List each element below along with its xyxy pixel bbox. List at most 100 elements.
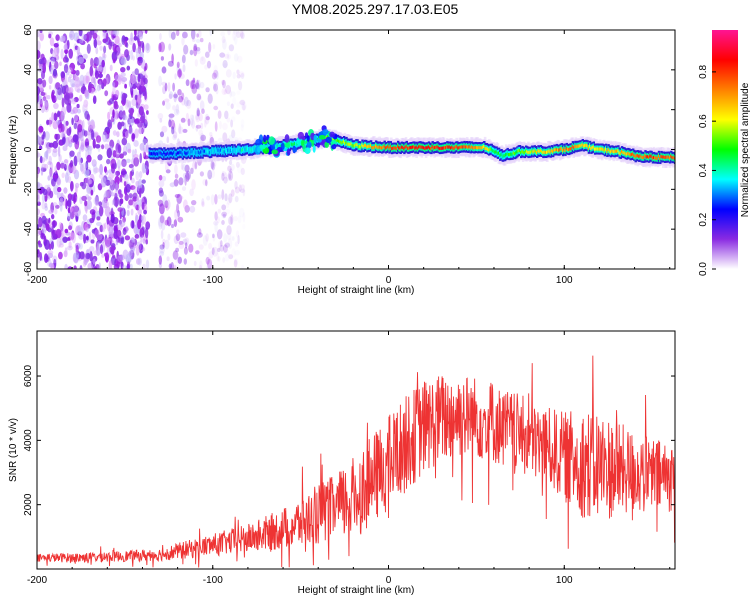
noise-speckle [228, 254, 234, 260]
noise-speckle [49, 67, 54, 75]
noise-speckle [49, 37, 55, 47]
noise-speckle [79, 265, 83, 269]
noise-speckle [40, 166, 44, 176]
noise-speckle [108, 225, 114, 236]
track-core [203, 149, 207, 153]
noise-speckle [233, 216, 238, 222]
noise-speckle [83, 233, 87, 244]
noise-speckle [169, 182, 176, 188]
noise-speckle [239, 207, 245, 218]
noise-speckle [114, 175, 120, 186]
noise-speckle [108, 173, 114, 180]
noise-speckle [109, 98, 114, 105]
track-core [436, 145, 439, 149]
noise-speckle [228, 216, 233, 226]
noise-speckle [137, 257, 142, 266]
track-blob [302, 136, 306, 141]
noise-speckle [228, 44, 235, 52]
noise-speckle [240, 32, 245, 40]
noise-speckle [138, 127, 143, 135]
track-blob [257, 146, 261, 153]
noise-speckle [56, 237, 62, 248]
noise-speckle [179, 73, 185, 79]
noise-speckle [97, 235, 104, 240]
noise-speckle [47, 175, 52, 180]
noise-speckle [48, 155, 52, 165]
noise-speckle [181, 98, 186, 106]
noise-speckle [165, 169, 171, 174]
noise-speckle [195, 114, 199, 121]
noise-speckle [195, 38, 201, 43]
noise-speckle [86, 154, 92, 163]
track-core [382, 145, 385, 149]
noise-speckle [119, 153, 124, 159]
noise-speckle [63, 49, 69, 54]
noise-speckle [222, 79, 226, 89]
noise-speckle [182, 128, 188, 133]
noise-speckle [201, 198, 205, 206]
noise-speckle [85, 103, 88, 113]
noise-speckle [242, 104, 246, 111]
noise-speckle [240, 72, 245, 79]
noise-speckle [103, 222, 107, 230]
noise-speckle [227, 30, 231, 36]
noise-speckle [178, 240, 184, 245]
noise-speckle [240, 99, 245, 106]
noise-speckle [221, 211, 227, 219]
noise-speckle [158, 42, 162, 53]
noise-speckle [207, 258, 213, 269]
noise-speckle [205, 233, 209, 242]
track-core [463, 144, 466, 148]
noise-speckle [124, 130, 130, 138]
noise-speckle [113, 58, 116, 64]
track-blob [306, 135, 310, 142]
noise-speckle [93, 38, 98, 49]
noise-speckle [140, 85, 146, 93]
noise-speckle [183, 258, 187, 265]
noise-speckle [78, 30, 83, 37]
noise-speckle [223, 176, 228, 184]
noise-speckle [116, 46, 121, 52]
x-tick-label: 100 [556, 275, 573, 286]
noise-speckle [213, 220, 219, 226]
noise-speckle [48, 262, 54, 268]
noise-speckle [225, 69, 232, 78]
noise-speckle [82, 119, 85, 130]
noise-speckle [78, 56, 84, 64]
noise-speckle [234, 34, 238, 45]
noise-speckle [90, 239, 95, 244]
noise-speckle [230, 214, 234, 225]
noise-speckle [234, 186, 240, 194]
track-blob [331, 144, 337, 150]
y-tick-label: 4000 [23, 429, 34, 452]
track-core [235, 149, 239, 153]
track-blob [268, 136, 275, 145]
track-core [588, 144, 592, 148]
noise-speckle [113, 230, 119, 240]
snr-frame [36, 330, 676, 570]
noise-speckle [47, 161, 52, 166]
noise-speckle [132, 185, 139, 193]
noise-speckle [172, 82, 176, 92]
noise-speckle [101, 59, 105, 68]
noise-speckle [119, 254, 123, 260]
noise-speckle [199, 81, 205, 89]
noise-speckle [112, 85, 116, 96]
noise-speckle [110, 244, 115, 255]
noise-speckle [142, 165, 148, 174]
noise-speckle [138, 106, 144, 116]
noise-speckle [100, 177, 107, 188]
colorbar-gradient [712, 30, 738, 269]
noise-speckle [58, 251, 63, 260]
noise-speckle [190, 167, 194, 174]
noise-speckle [195, 113, 201, 123]
noise-speckle [106, 158, 111, 165]
noise-speckle [231, 248, 236, 258]
track-core [449, 146, 453, 150]
noise-speckle [90, 57, 94, 68]
noise-speckle [240, 30, 244, 39]
noise-speckle [102, 131, 108, 143]
noise-speckle [213, 83, 217, 91]
noise-speckle [138, 244, 143, 251]
